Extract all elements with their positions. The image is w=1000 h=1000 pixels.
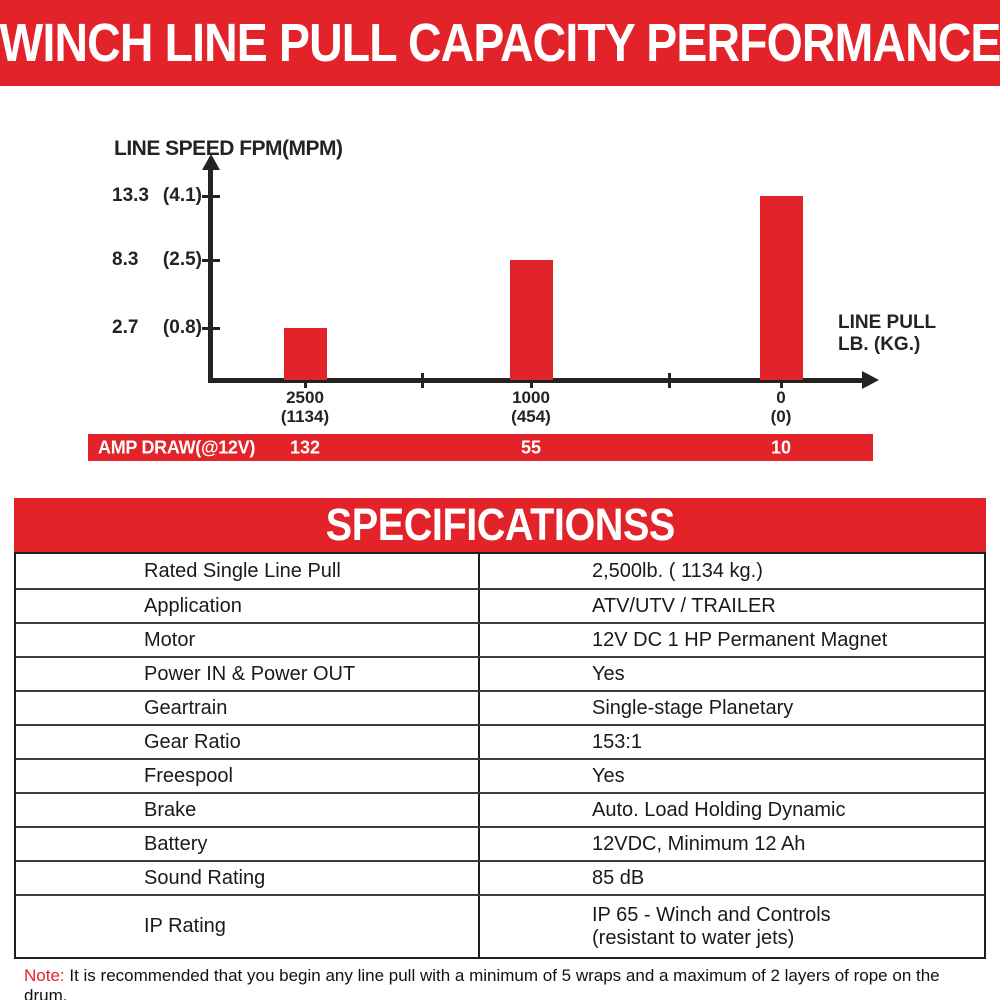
spec-value-cell: Yes xyxy=(480,658,984,690)
x-axis-label-line2: LB. (KG.) xyxy=(838,334,921,355)
header-banner: WINCH LINE PULL CAPACITY PERFORMANCE xyxy=(0,0,1000,86)
x-tick-label: 1000 (454) xyxy=(511,388,551,426)
spec-label: Sound Rating xyxy=(144,866,266,889)
spec-label-cell: Freespool xyxy=(16,760,480,792)
spec-value: 153:1 xyxy=(592,730,643,753)
spec-value-cell: Auto. Load Holding Dynamic xyxy=(480,794,984,826)
spec-value: 2,500lb. ( 1134 kg.) xyxy=(592,559,763,582)
y-tick-label: 2.7 (0.8) xyxy=(112,317,202,338)
amp-draw-label: AMP DRAW(@12V) xyxy=(98,437,256,457)
spec-value: ATV/UTV / TRAILER xyxy=(592,594,776,617)
spec-value: 12V DC 1 HP Permanent Magnet xyxy=(592,628,888,651)
spec-value-cell: 2,500lb. ( 1134 kg.) xyxy=(480,554,984,588)
y-tick-mark xyxy=(202,259,220,262)
spec-value: Yes xyxy=(592,662,625,685)
bar xyxy=(283,328,327,380)
spec-label-cell: Power IN & Power OUT xyxy=(16,658,480,690)
x-tick-mark xyxy=(304,373,307,388)
spec-value-cell: 12VDC, Minimum 12 Ah xyxy=(480,828,984,860)
y-tick-label: 8.3 (2.5) xyxy=(112,249,202,270)
spec-label: Battery xyxy=(144,832,208,855)
spec-label: Application xyxy=(144,594,242,617)
spec-value-cell: Yes xyxy=(480,760,984,792)
spec-value-cell: 153:1 xyxy=(480,726,984,758)
y-tick-mark xyxy=(202,195,220,198)
specs-table: Rated Single Line Pull 2,500lb. ( 1134 kg… xyxy=(14,552,986,959)
spec-label: Gear Ratio xyxy=(144,730,241,753)
page-title: WINCH LINE PULL CAPACITY PERFORMANCE xyxy=(0,13,1000,73)
spec-label: Freespool xyxy=(144,764,233,787)
line-pull-chart: LINE SPEED FPM(MPM) LINE PULL LB. (KG.) … xyxy=(0,0,1000,470)
y-axis-line xyxy=(208,168,213,382)
spec-value: 12VDC, Minimum 12 Ah xyxy=(592,832,806,855)
spec-value: Auto. Load Holding Dynamic xyxy=(592,798,846,821)
x-axis-label: LINE PULL LB. (KG.) xyxy=(838,312,936,356)
spec-label: Power IN & Power OUT xyxy=(144,662,356,685)
footer-note: Note: It is recommended that you begin a… xyxy=(24,966,986,1000)
spec-label-cell: IP Rating xyxy=(16,896,480,957)
spec-label-cell: Sound Rating xyxy=(16,862,480,894)
spec-label: IP Rating xyxy=(144,915,226,937)
amp-draw-strip: AMP DRAW(@12V) 132 55 10 xyxy=(88,434,873,461)
amp-draw-value: 10 xyxy=(770,437,792,457)
spec-row: Sound Rating 85 dB xyxy=(16,860,984,894)
note-label: Note: xyxy=(24,966,65,985)
x-tick-mark xyxy=(780,373,783,388)
spec-row: Motor 12V DC 1 HP Permanent Magnet xyxy=(16,622,984,656)
spec-row: Freespool Yes xyxy=(16,758,984,792)
spec-row: Application ATV/UTV / TRAILER xyxy=(16,588,984,622)
spec-value-cell: IP 65 - Winch and Controls (resistant to… xyxy=(480,896,984,957)
spec-label: Geartrain xyxy=(144,696,228,719)
x-axis-arrow-icon xyxy=(862,371,879,389)
spec-value-cell: 12V DC 1 HP Permanent Magnet xyxy=(480,624,984,656)
spec-value-cell: 85 dB xyxy=(480,862,984,894)
spec-row: Rated Single Line Pull 2,500lb. ( 1134 kg… xyxy=(16,554,984,588)
x-tick-mark-minor xyxy=(421,373,424,388)
note-text: It is recommended that you begin any lin… xyxy=(24,966,940,1000)
spec-label-cell: Application xyxy=(16,590,480,622)
x-axis-line xyxy=(208,378,864,383)
y-axis-arrow-icon xyxy=(202,154,220,170)
specs-title: SPECIFICATIONSS xyxy=(325,499,675,550)
bar xyxy=(759,196,803,380)
spec-value: 85 dB xyxy=(592,866,645,889)
spec-row: Gear Ratio 153:1 xyxy=(16,724,984,758)
x-tick-label: 0 (0) xyxy=(770,388,792,426)
y-tick-mark xyxy=(202,327,220,330)
spec-value: IP 65 - Winch and Controls (resistant to… xyxy=(592,903,831,949)
y-axis-label: LINE SPEED FPM(MPM) xyxy=(114,137,343,160)
spec-label-cell: Geartrain xyxy=(16,692,480,724)
amp-draw-value: 132 xyxy=(289,437,321,457)
spec-label-cell: Battery xyxy=(16,828,480,860)
specs-banner: SPECIFICATIONSS xyxy=(14,498,986,552)
spec-label: Brake xyxy=(144,798,197,821)
spec-label-cell: Brake xyxy=(16,794,480,826)
spec-label-cell: Rated Single Line Pull xyxy=(16,554,480,588)
spec-label: Rated Single Line Pull xyxy=(144,559,341,582)
spec-row: IP Rating IP 65 - Winch and Controls (res… xyxy=(16,894,984,957)
y-tick-label: 13.3 (4.1) xyxy=(112,185,202,206)
spec-value: Yes xyxy=(592,764,625,787)
spec-row: Brake Auto. Load Holding Dynamic xyxy=(16,792,984,826)
x-tick-mark-minor xyxy=(668,373,671,388)
spec-value: Single-stage Planetary xyxy=(592,696,794,719)
x-axis-label-line1: LINE PULL xyxy=(838,312,937,333)
amp-draw-value: 55 xyxy=(520,437,542,457)
spec-row: Geartrain Single-stage Planetary xyxy=(16,690,984,724)
spec-row: Battery 12VDC, Minimum 12 Ah xyxy=(16,826,984,860)
spec-label: Motor xyxy=(144,628,196,651)
spec-value-cell: ATV/UTV / TRAILER xyxy=(480,590,984,622)
x-tick-label: 2500 (1134) xyxy=(280,388,330,426)
spec-label-cell: Motor xyxy=(16,624,480,656)
bar xyxy=(509,260,553,380)
spec-label-cell: Gear Ratio xyxy=(16,726,480,758)
x-tick-mark xyxy=(530,373,533,388)
spec-row: Power IN & Power OUT Yes xyxy=(16,656,984,690)
spec-value-cell: Single-stage Planetary xyxy=(480,692,984,724)
